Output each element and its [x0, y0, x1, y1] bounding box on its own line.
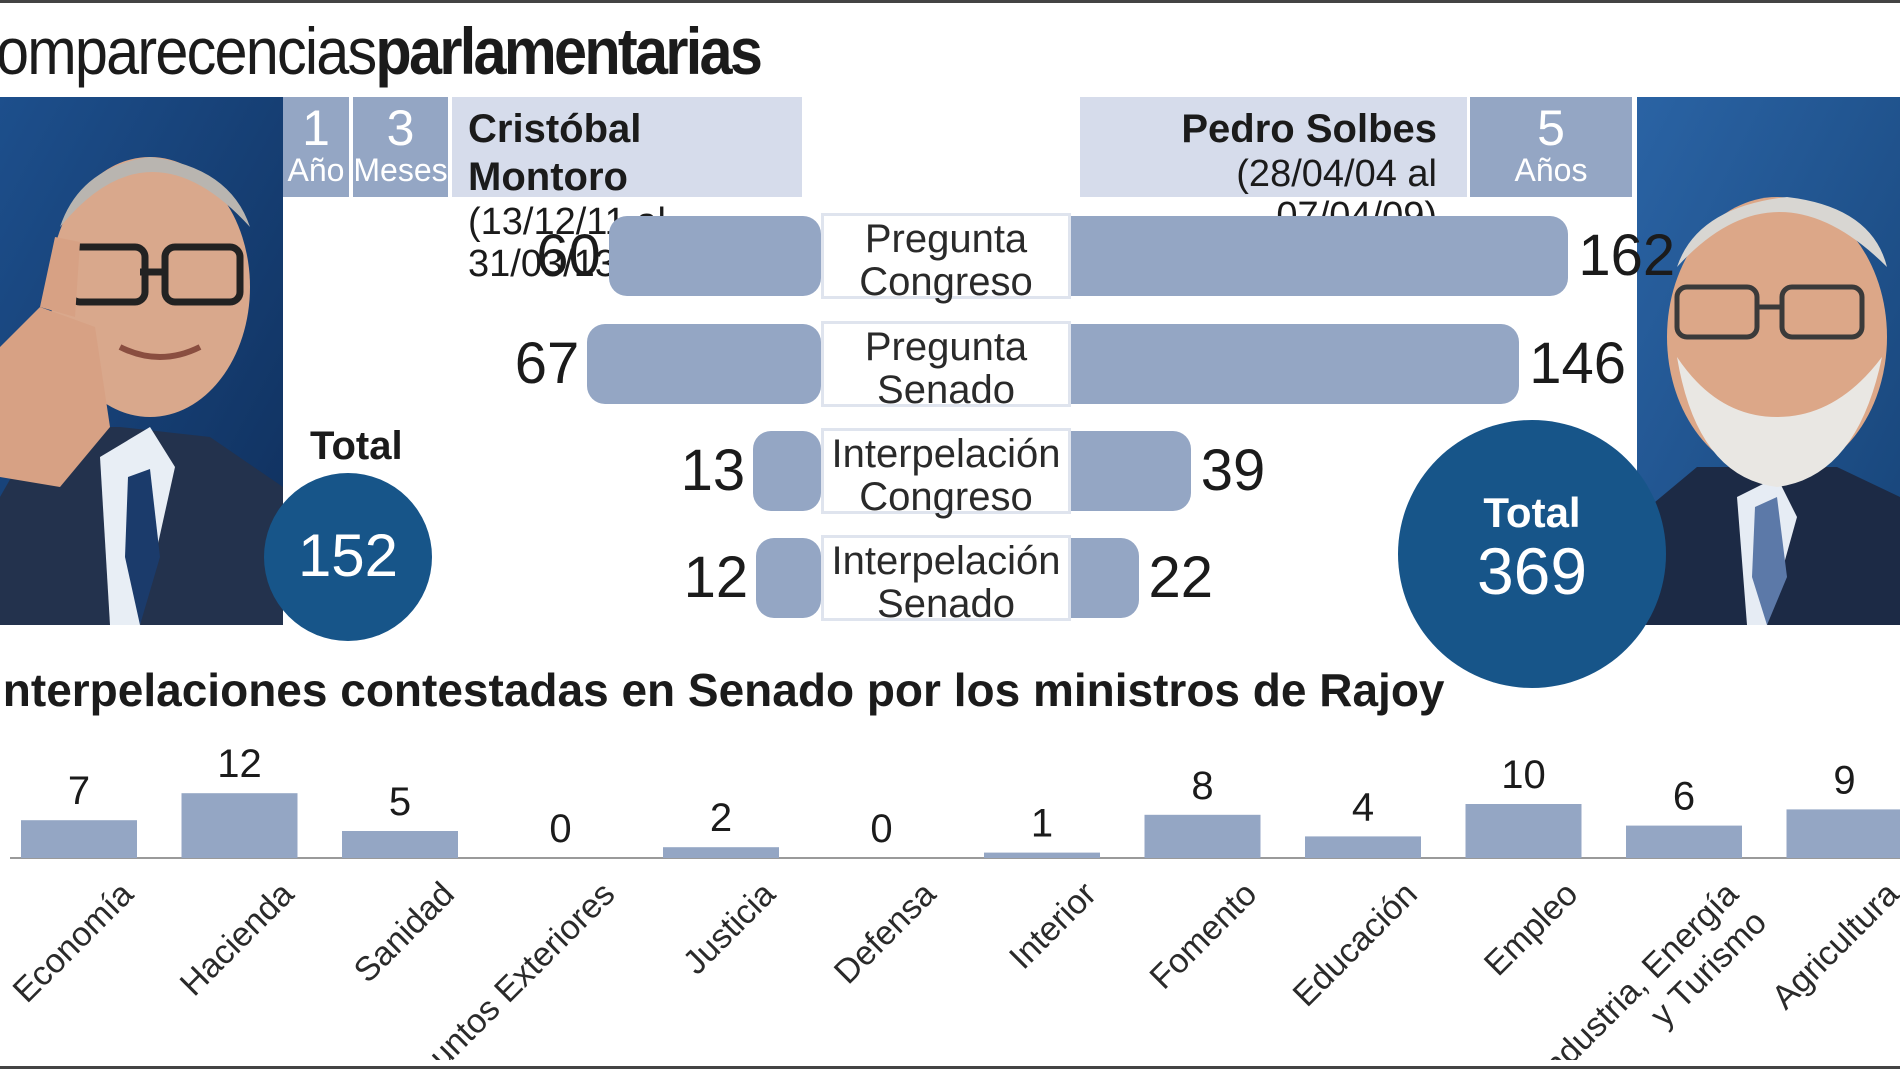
ministry-bar	[1786, 809, 1900, 858]
ministry-bar	[1144, 814, 1261, 858]
ministry-axis-label-line: Empleo	[1477, 875, 1585, 983]
montoro-bar	[587, 324, 821, 404]
ministry-axis-label-line: Fomento	[1143, 875, 1265, 997]
ministry-bar	[984, 852, 1100, 858]
ministry-value-label: 2	[710, 796, 732, 840]
ministry-axis-label: Educación	[1286, 875, 1425, 1014]
ministry-axis-label: Interior	[1002, 875, 1104, 977]
montoro-bar	[608, 216, 821, 296]
tenure-number: 1	[302, 100, 330, 156]
ministry-axis-label-line: Educación	[1286, 875, 1425, 1014]
ministry-value-label: 6	[1673, 775, 1695, 819]
montoro-tenure-years: 1 Año	[283, 97, 349, 197]
category-label-line: Pregunta	[864, 325, 1028, 369]
category-label-line: Senado	[877, 582, 1015, 626]
ministry-axis-label: Empleo	[1477, 875, 1585, 983]
category-label-line: Interpelación	[831, 539, 1061, 583]
top-rule	[0, 0, 1900, 3]
ministry-axis-label-line: Justicia	[676, 875, 783, 982]
solbes-total-value: 369	[1476, 534, 1588, 608]
solbes-value-label: 146	[1529, 331, 1626, 396]
tenure-number: 3	[386, 100, 415, 156]
ministry-bar	[181, 793, 298, 858]
solbes-photo-image	[1637, 97, 1900, 625]
ministry-axis-label-line: Sanidad	[347, 875, 462, 990]
ministry-value-label: 12	[217, 742, 262, 786]
page-title: omparecenciasparlamentarias	[0, 14, 763, 88]
senado-chart-title: Interpelaciones contestadas en Senado po…	[0, 664, 1445, 716]
ministry-axis-label-line: Defensa	[827, 875, 943, 991]
ministry-bar	[342, 831, 458, 858]
ministry-value-label: 10	[1501, 753, 1546, 797]
category-label-line: Interpelación	[831, 432, 1061, 476]
ministry-value-label: 4	[1352, 785, 1374, 829]
ministry-axis-label-line: Hacienda	[173, 875, 302, 1004]
ministry-value-label: 0	[549, 807, 571, 851]
ministry-bar	[21, 820, 137, 858]
ministry-bar	[1305, 836, 1421, 858]
ministry-axis-label: Sanidad	[347, 875, 462, 990]
montoro-value-label: 67	[514, 331, 580, 396]
ministry-value-label: 7	[68, 769, 90, 813]
category-label: Interpelación Senado	[821, 535, 1071, 626]
montoro-portrait	[0, 97, 283, 625]
tenure-number: 5	[1537, 100, 1565, 156]
category-label-line: Senado	[877, 368, 1015, 412]
category-label-line: Congreso	[859, 260, 1033, 304]
category-label-line: Pregunta	[864, 217, 1028, 261]
montoro-tenure-months: 3 Meses	[353, 97, 448, 197]
ministry-value-label: 9	[1833, 758, 1855, 802]
montoro-name-box: Cristóbal Montoro (13/12/11 al 31/03/13)	[452, 97, 802, 285]
montoro-photo-image	[0, 97, 283, 625]
tenure-unit: Meses	[353, 152, 448, 188]
solbes-value-label: 162	[1578, 223, 1676, 288]
ministry-value-label: 1	[1031, 802, 1053, 846]
ministry-axis-label: Agricultura	[1765, 875, 1900, 1017]
solbes-value-label: 22	[1148, 545, 1214, 610]
montoro-name: Cristóbal Montoro	[468, 107, 642, 199]
montoro-value-label: 12	[683, 545, 749, 610]
ministry-bar	[663, 847, 779, 858]
ministry-value-label: 8	[1191, 764, 1213, 808]
ministry-bar	[1465, 804, 1582, 858]
ministry-axis-label: Fomento	[1143, 875, 1265, 997]
category-label: Interpelación Congreso	[821, 428, 1071, 519]
solbes-value-label: 39	[1200, 438, 1266, 503]
montoro-total-label: Total	[310, 424, 403, 468]
solbes-bar	[1043, 216, 1569, 296]
solbes-total-label: Total	[1483, 489, 1581, 536]
tenure-unit: Años	[1514, 152, 1588, 188]
ministry-value-label: 5	[389, 780, 411, 824]
montoro-bar	[753, 431, 821, 511]
ministry-axis-label: Hacienda	[173, 875, 302, 1004]
ministry-value-label: 0	[870, 807, 892, 851]
category-label: Pregunta Senado	[821, 321, 1071, 412]
solbes-name: Pedro Solbes	[1181, 107, 1437, 151]
montoro-value-label: 13	[680, 438, 746, 503]
tenure-unit: Año	[287, 152, 345, 188]
ministry-axis-label-line: Economía	[6, 875, 141, 1010]
ministry-axis-label: Justicia	[676, 875, 783, 982]
solbes-bar	[1043, 324, 1520, 404]
solbes-tenure-years: 5 Años	[1470, 97, 1632, 197]
category-label: Pregunta Congreso	[821, 213, 1071, 304]
montoro-value-label: 60	[536, 223, 601, 288]
ministry-bar	[1626, 825, 1742, 858]
montoro-bar	[756, 538, 821, 618]
category-label-line: Congreso	[859, 475, 1033, 519]
ministry-axis-label: Economía	[6, 875, 141, 1010]
bottom-rule	[0, 1066, 1900, 1069]
ministry-axis-label: Defensa	[827, 875, 943, 991]
ministry-axis-label-line: Agricultura	[1765, 875, 1900, 1017]
ministry-axis-label-line: Interior	[1002, 875, 1104, 977]
solbes-portrait	[1637, 97, 1900, 625]
solbes-name-box: Pedro Solbes (28/04/04 al 07/04/09)	[1080, 97, 1467, 237]
montoro-total-circle: 152	[264, 473, 432, 641]
solbes-total-circle: Total 369	[1398, 420, 1666, 688]
montoro-total-value: 152	[297, 522, 399, 589]
